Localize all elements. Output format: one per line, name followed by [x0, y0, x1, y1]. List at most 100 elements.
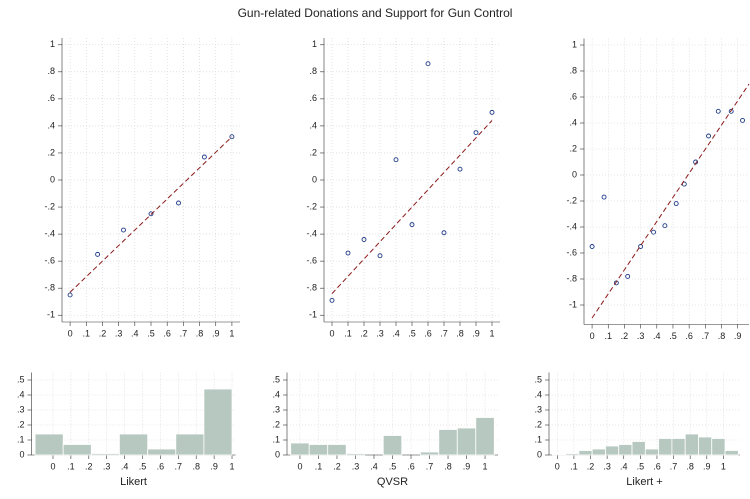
scatter-point [651, 229, 657, 235]
y-tick-label: .2 [309, 147, 317, 157]
x-tick-label: .8 [192, 461, 200, 471]
histogram-bar [34, 433, 64, 456]
x-axis-label: QVSR [377, 476, 408, 488]
x-tick-label: .6 [163, 328, 171, 338]
scatter-point [613, 280, 619, 286]
x-tick-label: .5 [637, 461, 645, 471]
histogram-bar [711, 438, 726, 456]
y-tick-label: .5 [17, 374, 25, 384]
x-tick-label: .5 [408, 328, 416, 338]
y-tick-label: .4 [17, 389, 25, 399]
histogram-bar [698, 436, 713, 456]
x-tick-label: .4 [121, 461, 129, 471]
x-tick-label: 1 [721, 461, 726, 471]
y-tick-label: .1 [17, 434, 25, 444]
x-tick-label: .4 [392, 328, 400, 338]
histogram-bar [345, 453, 366, 456]
x-tick-label: 0 [590, 331, 595, 341]
x-tick-label: .4 [653, 331, 661, 341]
y-tick-label: .2 [17, 419, 25, 429]
x-tick-label: .2 [99, 328, 107, 338]
x-tick-label: .6 [685, 331, 693, 341]
x-tick-label: .1 [605, 331, 613, 341]
x-tick-label: .9 [472, 328, 480, 338]
y-tick-label: 1 [312, 39, 317, 49]
histogram-bar [308, 444, 329, 456]
x-tick-label: .8 [686, 461, 694, 471]
y-tick-label: .3 [272, 404, 280, 414]
figure-title: Gun-related Donations and Support for Gu… [238, 6, 513, 20]
x-tick-label: .5 [139, 461, 147, 471]
x-tick-label: .9 [212, 328, 220, 338]
fit-line [331, 120, 493, 294]
histogram-bar [419, 451, 440, 456]
y-tick-label: -.6 [306, 256, 317, 266]
histogram-bar [644, 448, 660, 456]
y-tick-label: -.4 [44, 228, 55, 238]
y-tick-label: .6 [569, 91, 577, 101]
x-tick-label: .1 [315, 461, 323, 471]
y-tick-label: .2 [569, 143, 577, 153]
scatter-point [740, 117, 745, 123]
histogram-bar [684, 433, 699, 456]
x-tick-label: .6 [407, 461, 415, 471]
scatter-point [229, 134, 235, 140]
y-tick-label: -.2 [44, 201, 55, 211]
scatter-point [201, 154, 207, 160]
x-tick-label: .7 [440, 328, 448, 338]
scatter-point [728, 108, 734, 114]
y-tick-label: -.6 [566, 247, 577, 257]
y-tick-label: 1 [50, 39, 55, 49]
histogram-bar [62, 444, 92, 456]
y-tick-label: 0 [19, 449, 24, 459]
x-tick-label: .3 [115, 328, 123, 338]
histogram-bar [631, 441, 646, 456]
scatter-point [409, 222, 415, 228]
scatter-point [377, 253, 383, 259]
histogram-bar [618, 444, 633, 456]
y-tick-label: .3 [17, 404, 25, 414]
x-tick-label: .7 [180, 328, 188, 338]
y-tick-label: .4 [272, 389, 280, 399]
y-tick-label: -.8 [44, 283, 55, 293]
x-tick-label: .1 [344, 328, 352, 338]
x-tick-label: .3 [352, 461, 360, 471]
x-tick-label: 0 [329, 328, 334, 338]
histogram-bar [175, 433, 205, 456]
y-tick-label: .6 [47, 93, 55, 103]
scatter-point [638, 244, 644, 249]
x-tick-label: 1 [483, 461, 488, 471]
x-axis-label: Likert + [626, 476, 662, 488]
y-tick-label: 0 [572, 169, 577, 179]
x-tick-label: .9 [703, 461, 711, 471]
scatter-point [625, 273, 631, 279]
y-tick-label: .5 [272, 374, 280, 384]
y-tick-label: .3 [534, 404, 542, 414]
y-tick-label: .1 [272, 434, 280, 444]
x-tick-label: .7 [702, 331, 710, 341]
scatter-point [393, 157, 399, 163]
scatter-point [345, 250, 351, 256]
scatter-point [95, 251, 101, 257]
x-tick-label: .1 [67, 461, 75, 471]
x-tick-label: .6 [157, 461, 165, 471]
x-tick-label: .6 [424, 328, 432, 338]
scatter-point [121, 227, 126, 233]
scatter-point [457, 166, 463, 172]
scatter-point [489, 109, 495, 115]
y-tick-label: -.4 [566, 221, 577, 231]
x-tick-label: .2 [333, 461, 341, 471]
histogram-bar [438, 429, 458, 456]
fit-line [69, 136, 233, 293]
x-tick-label: 0 [555, 461, 560, 471]
x-tick-label: .8 [718, 331, 726, 341]
scatter-point [67, 292, 73, 298]
histogram-bar [475, 417, 495, 456]
x-tick-label: .2 [587, 461, 595, 471]
histogram-bar [290, 442, 310, 456]
x-tick-label: .1 [83, 328, 91, 338]
histogram-bar [147, 448, 177, 456]
y-tick-label: -.4 [306, 228, 317, 238]
y-tick-label: .4 [534, 389, 542, 399]
